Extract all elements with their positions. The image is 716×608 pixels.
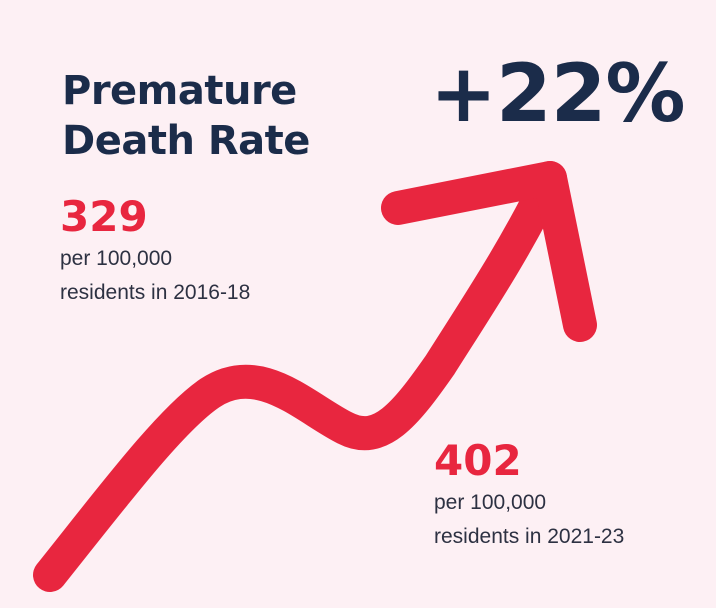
trend-line bbox=[33, 161, 567, 592]
stat-2016-18: 329 per 100,000 residents in 2016-18 bbox=[60, 192, 250, 310]
stat-value: 329 bbox=[60, 192, 148, 241]
stat-period: residents in 2016-18 bbox=[60, 281, 251, 304]
arrow-head bbox=[381, 161, 597, 342]
stat-value: 402 bbox=[434, 436, 522, 485]
stat-2021-23: 402 per 100,000 residents in 2021-23 bbox=[434, 436, 624, 554]
percent-change: +22% bbox=[430, 47, 686, 140]
page-title: Premature Death Rate bbox=[62, 66, 310, 166]
stat-unit: per 100,000 bbox=[60, 247, 173, 270]
title-line-2: Death Rate bbox=[62, 118, 310, 164]
stat-period: residents in 2021-23 bbox=[434, 525, 625, 548]
title-line-1: Premature bbox=[62, 68, 297, 114]
stat-unit: per 100,000 bbox=[434, 491, 547, 514]
